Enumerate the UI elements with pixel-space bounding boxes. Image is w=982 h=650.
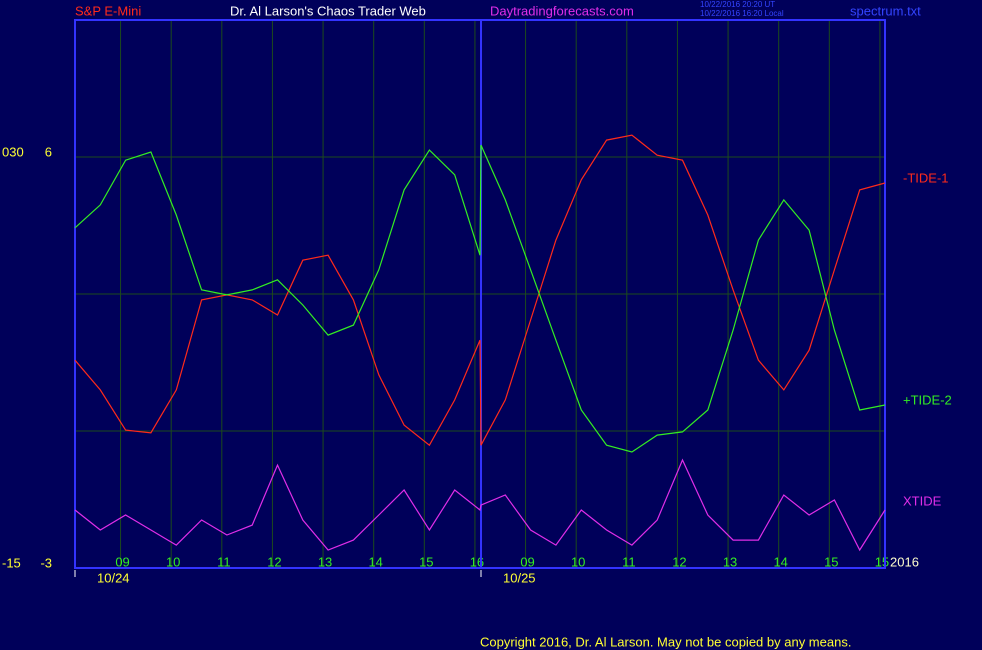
y2-tick-label: 030 [2, 144, 24, 159]
x-tick-label: 12 [672, 554, 686, 569]
x-tick-label: 11 [622, 554, 636, 569]
site-url: Daytradingforecasts.com [490, 3, 634, 18]
series-line [74, 144, 886, 453]
copyright: Copyright 2016, Dr. Al Larson. May not b… [480, 634, 851, 649]
x-tick-label: 12 [267, 554, 281, 569]
x-tick-label: 09 [115, 554, 129, 569]
symbol: S&P E-Mini [75, 3, 141, 18]
file-name: spectrum.txt [850, 3, 921, 18]
site-title: Dr. Al Larson's Chaos Trader Web [230, 3, 426, 18]
series-label: -TIDE-1 [903, 170, 949, 185]
x-tick-label: 14 [368, 554, 382, 569]
x-tick-label: 10 [166, 554, 180, 569]
series-label: +TIDE-2 [903, 392, 952, 407]
date-label: 10/24 [97, 570, 130, 585]
year-label: 2016 [890, 554, 919, 569]
time-ut: 10/22/2016 20:20 UT [700, 0, 775, 9]
x-tick-label: 15 [824, 554, 838, 569]
series-line [74, 458, 886, 552]
series-line [74, 134, 886, 447]
date-label: 10/25 [503, 570, 536, 585]
x-tick-label: 14 [773, 554, 787, 569]
plot-border [74, 19, 886, 569]
x-tick-label: 10 [571, 554, 585, 569]
x-tick-label: 13 [318, 554, 332, 569]
y2-tick-label: -15 [2, 555, 21, 570]
y-tick-label: -3 [40, 555, 52, 570]
x-tick-label: 09 [520, 554, 534, 569]
series-label: XTIDE [903, 493, 942, 508]
x-tick-label: 11 [217, 554, 231, 569]
y-tick-label: 6 [45, 144, 52, 159]
x-tick-label: 13 [723, 554, 737, 569]
time-local: 10/22/2016 16:20 Local [700, 9, 784, 18]
x-tick-label: 15 [419, 554, 433, 569]
